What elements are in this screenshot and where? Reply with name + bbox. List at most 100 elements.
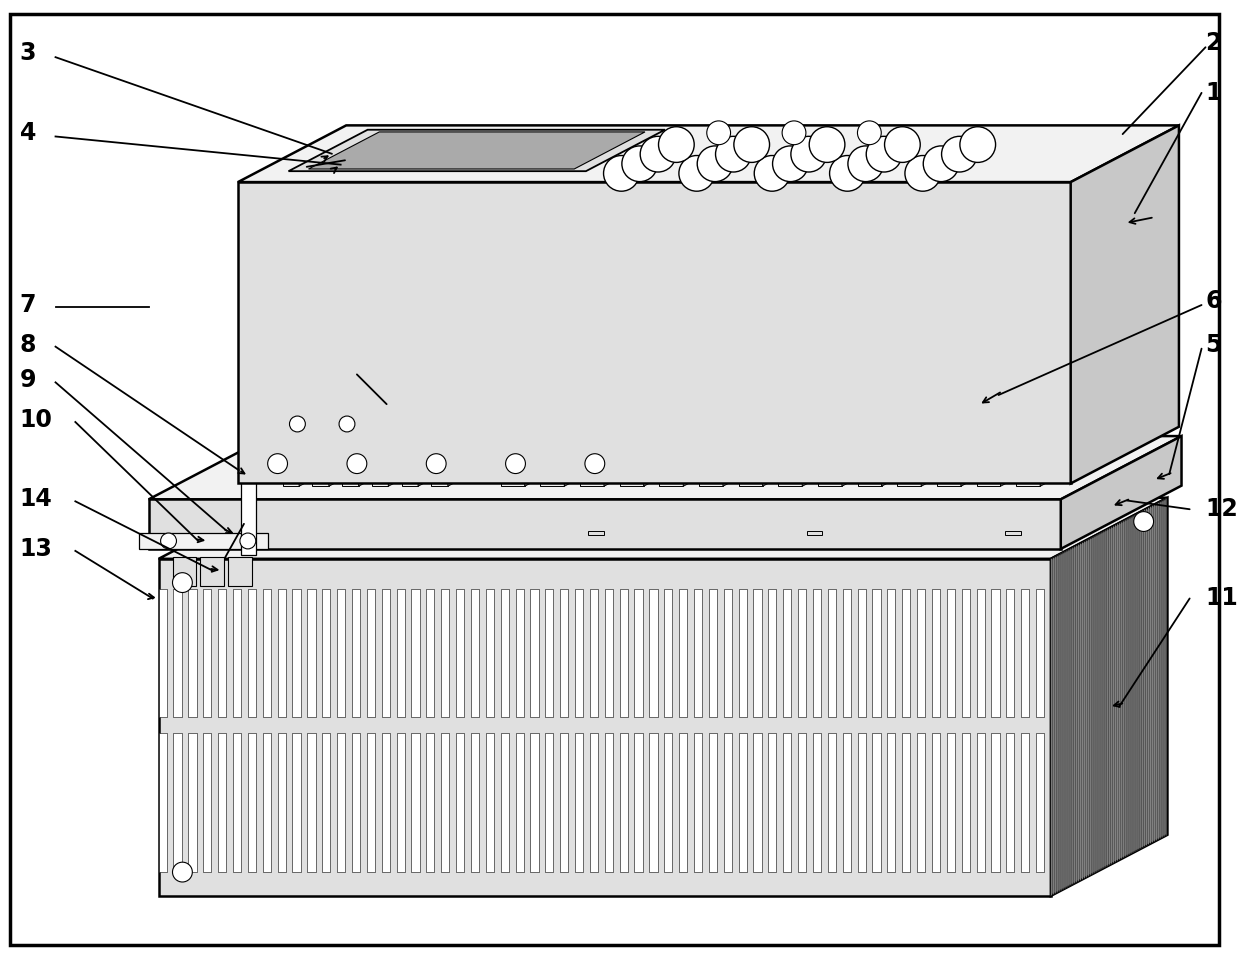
Polygon shape: [471, 589, 479, 717]
Polygon shape: [580, 377, 604, 486]
Polygon shape: [937, 377, 961, 486]
Circle shape: [268, 454, 288, 474]
Polygon shape: [486, 734, 494, 872]
Polygon shape: [769, 734, 776, 872]
Polygon shape: [525, 334, 608, 486]
Circle shape: [830, 155, 866, 191]
Polygon shape: [620, 377, 644, 486]
Circle shape: [697, 146, 733, 181]
Polygon shape: [541, 334, 647, 377]
Polygon shape: [397, 734, 404, 872]
Polygon shape: [605, 589, 613, 717]
Polygon shape: [858, 589, 866, 717]
Circle shape: [622, 146, 657, 181]
Polygon shape: [650, 589, 657, 717]
Circle shape: [773, 146, 808, 181]
Polygon shape: [159, 559, 1050, 896]
Polygon shape: [201, 556, 224, 586]
Polygon shape: [575, 734, 583, 872]
Polygon shape: [580, 334, 687, 377]
Polygon shape: [858, 734, 866, 872]
Polygon shape: [1017, 334, 1123, 377]
Polygon shape: [1035, 734, 1044, 872]
Polygon shape: [813, 589, 821, 717]
Polygon shape: [418, 354, 501, 486]
Polygon shape: [605, 734, 613, 872]
Polygon shape: [382, 589, 389, 717]
Polygon shape: [382, 734, 389, 872]
Polygon shape: [397, 589, 404, 717]
Polygon shape: [589, 531, 604, 535]
Polygon shape: [174, 589, 182, 717]
Polygon shape: [763, 334, 846, 486]
Polygon shape: [1070, 126, 1179, 483]
Polygon shape: [1050, 498, 1167, 896]
Text: 3: 3: [20, 41, 36, 65]
Polygon shape: [680, 734, 687, 872]
Polygon shape: [159, 734, 167, 872]
Polygon shape: [903, 589, 910, 717]
Polygon shape: [918, 734, 925, 872]
Polygon shape: [843, 589, 851, 717]
Circle shape: [339, 416, 355, 432]
Circle shape: [810, 127, 844, 162]
Polygon shape: [312, 354, 412, 397]
Polygon shape: [367, 734, 374, 872]
Polygon shape: [843, 734, 851, 872]
Polygon shape: [560, 734, 568, 872]
Circle shape: [924, 146, 959, 181]
Polygon shape: [456, 589, 464, 717]
Polygon shape: [172, 556, 196, 586]
Polygon shape: [604, 334, 687, 486]
Text: 4: 4: [20, 121, 36, 145]
Circle shape: [884, 127, 920, 162]
Polygon shape: [1021, 589, 1029, 717]
Polygon shape: [620, 734, 627, 872]
Polygon shape: [962, 589, 970, 717]
Polygon shape: [739, 377, 763, 486]
Polygon shape: [918, 589, 925, 717]
Polygon shape: [139, 533, 268, 549]
Polygon shape: [203, 734, 211, 872]
Polygon shape: [309, 132, 645, 169]
Polygon shape: [947, 589, 955, 717]
Circle shape: [658, 127, 694, 162]
Polygon shape: [784, 589, 791, 717]
Polygon shape: [238, 182, 1070, 483]
Polygon shape: [842, 334, 925, 486]
Polygon shape: [564, 334, 647, 486]
Polygon shape: [754, 734, 761, 872]
Polygon shape: [501, 734, 508, 872]
Polygon shape: [799, 589, 806, 717]
Polygon shape: [806, 531, 822, 535]
Polygon shape: [427, 734, 434, 872]
Polygon shape: [665, 734, 672, 872]
Polygon shape: [531, 589, 538, 717]
Circle shape: [867, 136, 901, 172]
Polygon shape: [432, 354, 531, 397]
Polygon shape: [441, 734, 449, 872]
Circle shape: [905, 155, 941, 191]
Text: 6: 6: [1205, 289, 1221, 313]
Polygon shape: [962, 734, 970, 872]
Text: 12: 12: [1205, 497, 1239, 522]
Circle shape: [640, 136, 676, 172]
Polygon shape: [818, 334, 925, 377]
Polygon shape: [233, 734, 241, 872]
Polygon shape: [888, 734, 895, 872]
Polygon shape: [680, 589, 687, 717]
Polygon shape: [501, 377, 525, 486]
Circle shape: [427, 454, 446, 474]
Polygon shape: [858, 334, 965, 377]
Polygon shape: [342, 397, 358, 486]
Polygon shape: [754, 589, 761, 717]
Polygon shape: [724, 589, 732, 717]
Polygon shape: [828, 734, 836, 872]
Polygon shape: [858, 377, 882, 486]
Polygon shape: [635, 734, 642, 872]
Polygon shape: [248, 734, 255, 872]
Polygon shape: [784, 734, 791, 872]
Polygon shape: [308, 734, 315, 872]
Polygon shape: [590, 589, 598, 717]
Polygon shape: [977, 377, 1001, 486]
